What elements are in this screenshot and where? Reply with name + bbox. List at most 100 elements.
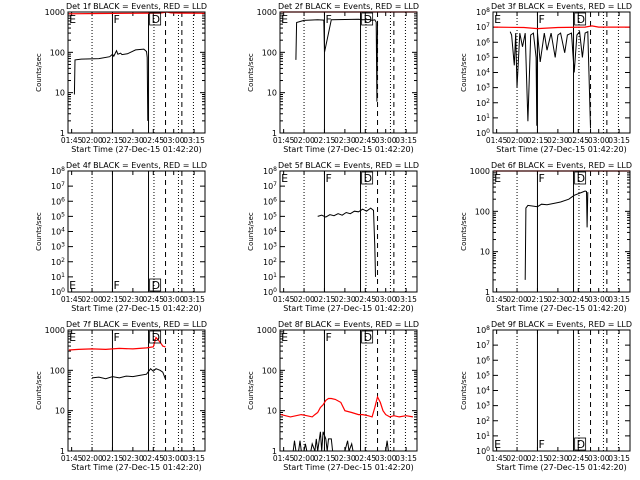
y-tick-label: 100: [51, 287, 65, 297]
y-tick-label: 103: [263, 242, 277, 252]
marker-d: D: [364, 331, 372, 344]
y-tick-label: 103: [476, 83, 490, 93]
marker-d-box: [361, 12, 374, 26]
y-axis-label: Counts/sec: [460, 212, 468, 251]
y-tick-label: 105: [51, 211, 65, 221]
y-axis-label: Counts/sec: [35, 53, 43, 92]
marker-d: D: [152, 279, 160, 292]
x-axis-label: Start Time (27-Dec-15 01:42:20): [496, 463, 627, 472]
y-tick-label: 10: [267, 407, 277, 416]
marker-e: E: [281, 172, 288, 185]
marker-d-box: [149, 12, 162, 26]
x-axis-label: Start Time (27-Dec-15 01:42:20): [283, 463, 414, 472]
x-tick-label: 01:45: [61, 295, 83, 304]
x-tick-label: 02:45: [567, 295, 589, 304]
y-axis-label: Counts/sec: [35, 212, 43, 251]
x-tick-label: 02:15: [102, 454, 124, 463]
x-axis-label: Start Time (27-Dec-15 01:42:20): [71, 304, 202, 313]
y-tick-label: 108: [263, 166, 277, 176]
x-tick-label: 02:00: [293, 454, 315, 463]
x-tick-label: 03:15: [183, 295, 205, 304]
x-tick-label: 03:00: [163, 295, 185, 304]
x-tick-label: 02:00: [293, 295, 315, 304]
x-tick-label: 02:45: [142, 295, 164, 304]
y-tick-label: 105: [476, 370, 490, 380]
y-tick-label: 100: [475, 207, 490, 216]
series-lld-line: [68, 11, 206, 15]
marker-e: E: [69, 331, 76, 344]
y-tick-label: 101: [476, 431, 490, 441]
panel-det-5f: Det 5f BLACK = Events, RED = LLD Start Ti…: [247, 161, 419, 313]
panel-title: Det 1f BLACK = Events, RED = LLD: [66, 2, 207, 11]
y-tick-label: 106: [476, 37, 490, 47]
y-axis-label: Counts/sec: [460, 371, 468, 410]
x-tick-label: 02:45: [567, 136, 589, 145]
y-tick-label: 100: [262, 366, 277, 375]
panel-det-8f: Det 8f BLACK = Events, RED = LLD Start Ti…: [247, 320, 419, 472]
marker-d: D: [152, 13, 160, 26]
marker-d: D: [577, 172, 585, 185]
x-tick-label: 03:15: [395, 454, 417, 463]
y-tick-label: 100: [263, 287, 277, 297]
panel-title: Det 7f BLACK = Events, RED = LLD: [66, 320, 207, 329]
x-tick-label: 03:15: [183, 454, 205, 463]
series-events-line: [509, 30, 591, 129]
x-tick-label: 03:15: [608, 136, 630, 145]
y-axis-label: Counts/sec: [247, 212, 255, 251]
x-tick-label: 01:45: [486, 454, 508, 463]
plot-frame: [492, 329, 631, 452]
y-axis-label: Counts/sec: [247, 371, 255, 410]
x-tick-label: 02:30: [334, 295, 356, 304]
y-axis-label: Counts/sec: [35, 371, 43, 410]
y-tick-label: 108: [476, 325, 490, 335]
y-tick-label: 1: [60, 129, 65, 138]
marker-d: D: [364, 13, 372, 26]
x-tick-label: 02:30: [122, 454, 144, 463]
x-tick-label: 03:15: [395, 136, 417, 145]
x-tick-label: 01:45: [61, 454, 83, 463]
x-tick-label: 01:45: [273, 454, 295, 463]
x-axis-label: Start Time (27-Dec-15 01:42:20): [71, 463, 202, 472]
y-tick-label: 100: [50, 48, 65, 57]
y-tick-label: 107: [476, 340, 490, 350]
y-tick-label: 1: [272, 129, 277, 138]
marker-d: D: [152, 331, 160, 344]
x-tick-label: 01:45: [486, 295, 508, 304]
marker-d: D: [364, 172, 372, 185]
y-tick-label: 1: [272, 447, 277, 456]
y-tick-label: 1: [60, 447, 65, 456]
plot-frame: [67, 11, 206, 134]
marker-d-box: [149, 278, 162, 292]
y-tick-label: 10: [267, 89, 277, 98]
marker-f: F: [326, 13, 332, 26]
x-tick-label: 03:15: [183, 136, 205, 145]
y-tick-label: 10: [480, 248, 490, 257]
series-events-line: [295, 18, 378, 102]
x-tick-label: 02:30: [334, 136, 356, 145]
x-tick-label: 02:15: [527, 454, 549, 463]
x-tick-label: 02:00: [81, 136, 103, 145]
y-tick-label: 102: [263, 257, 277, 267]
x-tick-label: 03:00: [588, 454, 610, 463]
plot-frame: [67, 329, 206, 452]
y-tick-label: 103: [51, 242, 65, 252]
marker-f: F: [114, 13, 120, 26]
panel-title: Det 9f BLACK = Events, RED = LLD: [491, 320, 632, 329]
x-tick-label: 03:00: [375, 295, 397, 304]
panel-det-2f: Det 2f BLACK = Events, RED = LLD Start Ti…: [247, 2, 419, 154]
y-tick-label: 106: [51, 196, 65, 206]
x-tick-label: 01:45: [486, 136, 508, 145]
marker-f: F: [539, 172, 545, 185]
y-tick-label: 108: [476, 7, 490, 17]
series-events-line: [317, 207, 376, 277]
x-axis-label: Start Time (27-Dec-15 01:42:20): [283, 145, 414, 154]
series-events-line: [91, 367, 166, 380]
x-tick-label: 02:00: [506, 136, 528, 145]
plot-frame: [279, 329, 418, 452]
series-events-line: [73, 48, 149, 121]
marker-d-box: [149, 330, 162, 344]
x-tick-label: 02:45: [142, 454, 164, 463]
y-tick-label: 107: [476, 22, 490, 32]
x-tick-label: 02:45: [567, 454, 589, 463]
y-tick-label: 105: [263, 211, 277, 221]
